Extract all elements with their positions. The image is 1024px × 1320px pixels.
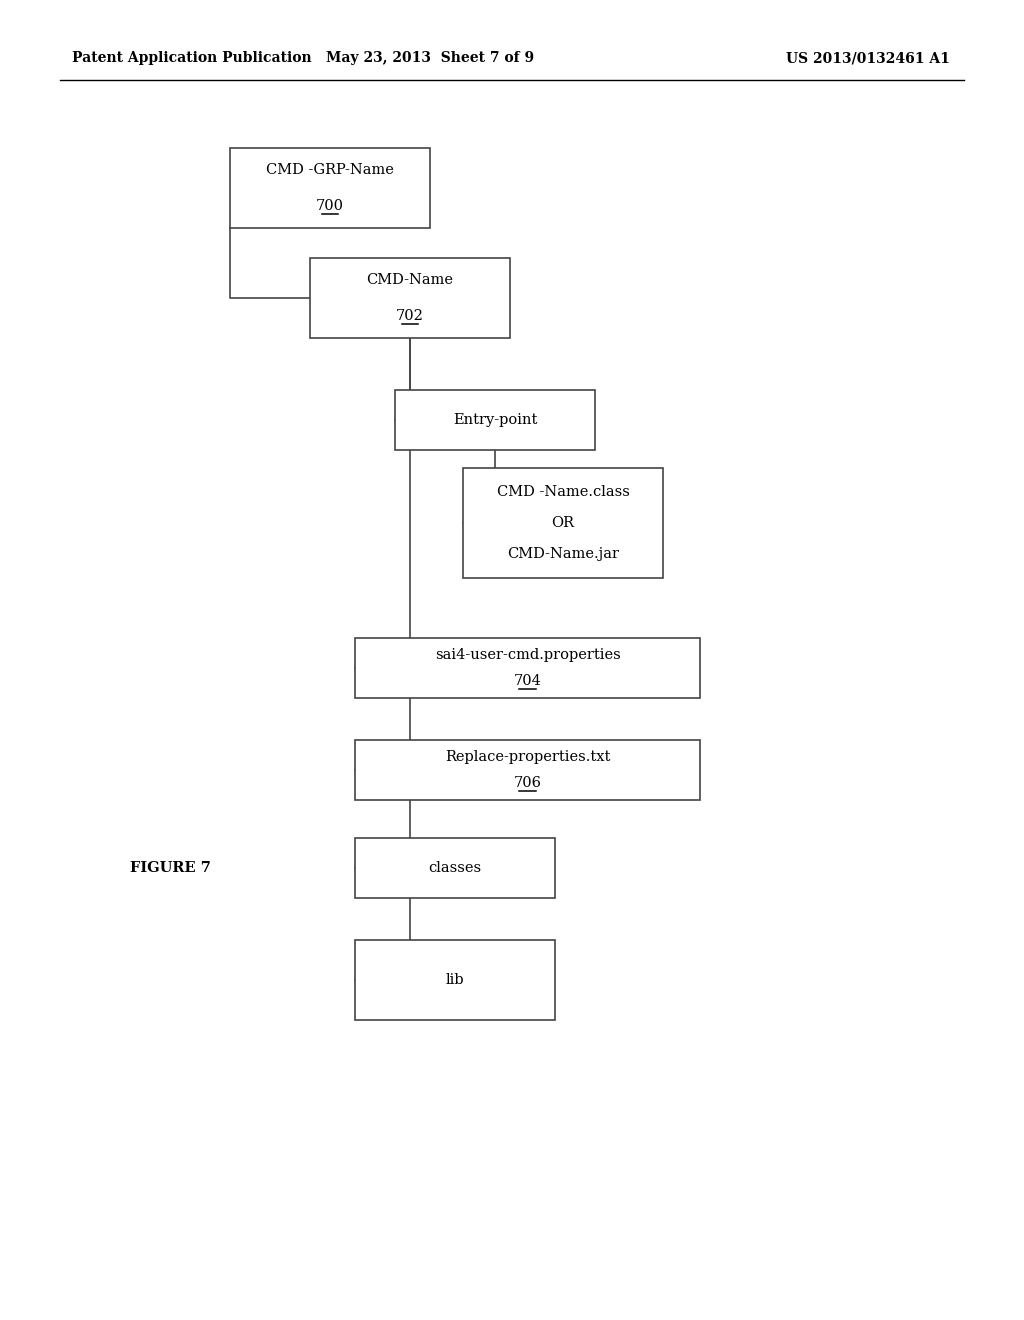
Bar [355,638,700,698]
Text: CMD-Name: CMD-Name [367,273,454,288]
Bar [310,257,510,338]
Text: FIGURE 7: FIGURE 7 [130,861,211,875]
Bar [230,148,430,228]
Text: Entry-point: Entry-point [453,413,538,426]
Bar [355,838,555,898]
Text: 702: 702 [396,309,424,322]
Bar [355,741,700,800]
Bar [395,389,595,450]
Text: May 23, 2013  Sheet 7 of 9: May 23, 2013 Sheet 7 of 9 [326,51,535,65]
Text: OR: OR [552,516,574,531]
Bar [463,469,663,578]
Text: CMD -GRP-Name: CMD -GRP-Name [266,164,394,177]
Bar [355,940,555,1020]
Text: sai4-user-cmd.properties: sai4-user-cmd.properties [434,648,621,661]
Text: Patent Application Publication: Patent Application Publication [72,51,311,65]
Text: Replace-properties.txt: Replace-properties.txt [444,750,610,764]
Text: classes: classes [428,861,481,875]
Text: 700: 700 [316,198,344,213]
Text: 706: 706 [513,776,542,791]
Text: US 2013/0132461 A1: US 2013/0132461 A1 [786,51,950,65]
Text: CMD -Name.class: CMD -Name.class [497,486,630,499]
Text: lib: lib [445,973,464,987]
Text: CMD-Name.jar: CMD-Name.jar [507,546,618,561]
Text: 704: 704 [514,675,542,688]
